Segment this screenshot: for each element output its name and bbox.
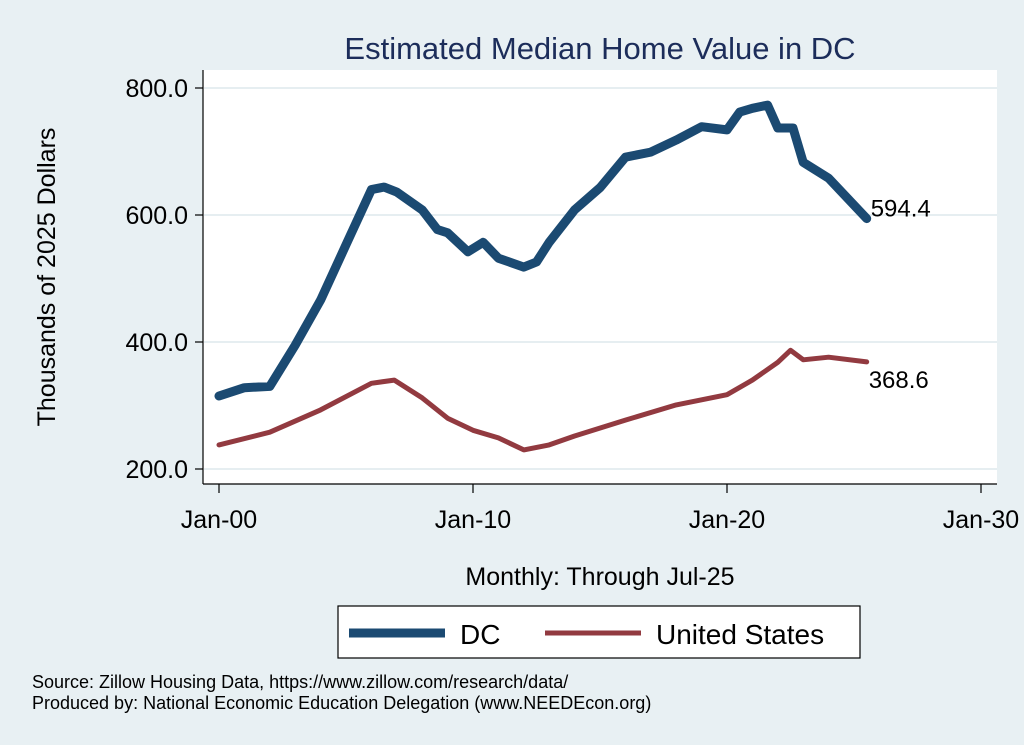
y-tick-label: 800.0: [125, 75, 188, 103]
legend-label-dc: DC: [460, 619, 500, 650]
y-axis-title: Thousands of 2025 Dollars: [33, 128, 61, 427]
produced-by-note: Produced by: National Economic Education…: [32, 693, 652, 713]
series-line-united-states: [216, 347, 870, 453]
chart-title: Estimated Median Home Value in DC: [344, 31, 855, 66]
series-group: 594.4 368.6: [214, 100, 931, 453]
series-line-dc: [214, 100, 872, 401]
legend-label-us: United States: [656, 619, 824, 650]
source-note: Source: Zillow Housing Data, https://www…: [32, 672, 569, 692]
y-tick-label: 200.0: [125, 456, 188, 484]
x-tick-label: Jan-20: [689, 506, 765, 534]
gridlines: [204, 87, 997, 470]
legend: DC United States: [337, 605, 861, 659]
x-tick-label: Jan-10: [435, 506, 511, 534]
x-tick-label: Jan-00: [181, 506, 257, 534]
x-tick-label: Jan-30: [943, 506, 1019, 534]
end-value-label: 594.4: [871, 196, 931, 223]
plot-area: [203, 70, 997, 484]
y-tick-label: 400.0: [125, 329, 188, 357]
x-axis-title: Monthly: Through Jul-25: [465, 563, 734, 591]
y-tick-label: 600.0: [125, 202, 188, 230]
end-value-label: 368.6: [869, 367, 929, 394]
y-axis: 200.0 400.0 600.0 800.0: [125, 75, 203, 484]
x-axis: Jan-00 Jan-10 Jan-20 Jan-30: [181, 484, 1019, 534]
